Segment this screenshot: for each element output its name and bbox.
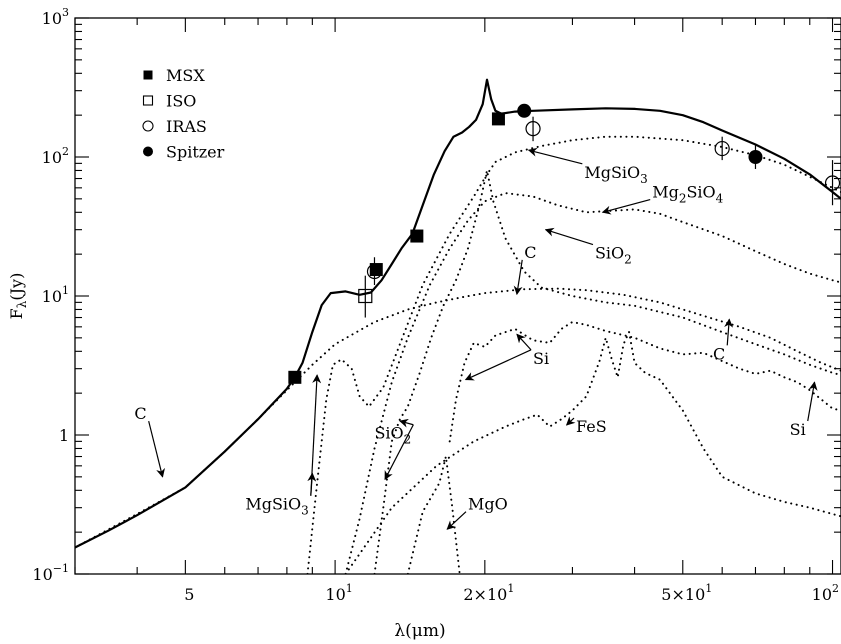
- iras-point: [714, 140, 730, 157]
- model-component-curve-1: [306, 135, 841, 574]
- annotation-label: Mg2SiO4: [652, 183, 723, 206]
- annotation-label: Si: [790, 420, 806, 439]
- annotation-label: C: [524, 243, 536, 262]
- annotation-label: MgSiO3: [245, 495, 308, 518]
- annotation-arrow: [724, 318, 734, 346]
- points-layer: [288, 103, 841, 384]
- legend-label: ISO: [166, 92, 196, 111]
- iso-point: [358, 288, 373, 304]
- model-component-curve-7: [406, 455, 461, 574]
- y-axis-label: Fλ(Jy): [7, 273, 29, 320]
- x-tick-label: 5×101: [661, 582, 712, 604]
- spitzer-point: [748, 150, 763, 164]
- annotation-arrow: [307, 472, 317, 496]
- annotation-label: MgO: [468, 495, 508, 514]
- annotation-label: MgSiO3: [584, 163, 647, 186]
- annotation-label: Si: [533, 349, 549, 368]
- annotation-arrow: [601, 198, 651, 215]
- x-tick-label: 5: [184, 585, 194, 604]
- annotation-arrow: [527, 147, 583, 165]
- legend-marker-spitzer: [143, 146, 153, 157]
- annotation-arrow: [807, 381, 818, 422]
- annotation-arrow: [384, 424, 414, 481]
- annotation-arrow: [544, 227, 594, 246]
- x-tick-label: 101: [325, 582, 352, 604]
- model-component-curve-2: [344, 192, 841, 574]
- model-component-curve-4: [75, 287, 841, 549]
- x-tick-label: 102: [812, 582, 839, 604]
- y-tick-label: 101: [42, 284, 69, 306]
- annotation-arrow: [513, 259, 523, 296]
- annotation-arrow: [148, 421, 165, 478]
- annotation-arrow: [446, 511, 467, 530]
- annotation-label: C: [713, 344, 725, 363]
- msx-point: [369, 263, 383, 277]
- annotation-label: FeS: [576, 417, 607, 436]
- annotation-arrow: [464, 349, 532, 381]
- legend-label: Spitzer: [166, 143, 225, 162]
- annotation-arrow: [565, 416, 576, 426]
- model-component-curve-5: [448, 321, 841, 443]
- y-tick-label: 10−1: [32, 562, 69, 584]
- annotation-label: C: [134, 404, 146, 423]
- axes-layer: 10−1 1 101 102 103 5 101 2×101 5×101 102: [32, 6, 841, 604]
- spitzer-point: [517, 103, 532, 118]
- x-axis-label: λ(μm): [394, 621, 445, 641]
- model-component-curve-6: [344, 331, 841, 574]
- annotation-label: SiO2: [595, 244, 632, 267]
- annotation-label: SiO2: [374, 424, 411, 447]
- iras-point: [824, 175, 841, 191]
- y-tick-label: 102: [42, 145, 69, 167]
- y-tick-label: 103: [42, 6, 69, 28]
- legend-label: MSX: [166, 66, 205, 85]
- legend-label: IRAS: [166, 117, 207, 136]
- model-component-curve-3: [373, 169, 841, 574]
- x-tick-label: 2×101: [463, 582, 514, 604]
- legend: MSX ISO IRAS Spitzer: [142, 66, 225, 162]
- annotation-arrow: [516, 333, 532, 351]
- legend-marker-iras: [142, 120, 154, 132]
- legend-marker-msx: [143, 70, 153, 80]
- y-tick-label: 1: [59, 426, 69, 445]
- msx-point: [410, 229, 424, 243]
- legend-marker-iso: [142, 95, 154, 106]
- msx-point: [491, 112, 505, 126]
- iras-point: [525, 121, 541, 137]
- msx-point: [288, 370, 302, 384]
- annotation-arrow: [399, 418, 414, 428]
